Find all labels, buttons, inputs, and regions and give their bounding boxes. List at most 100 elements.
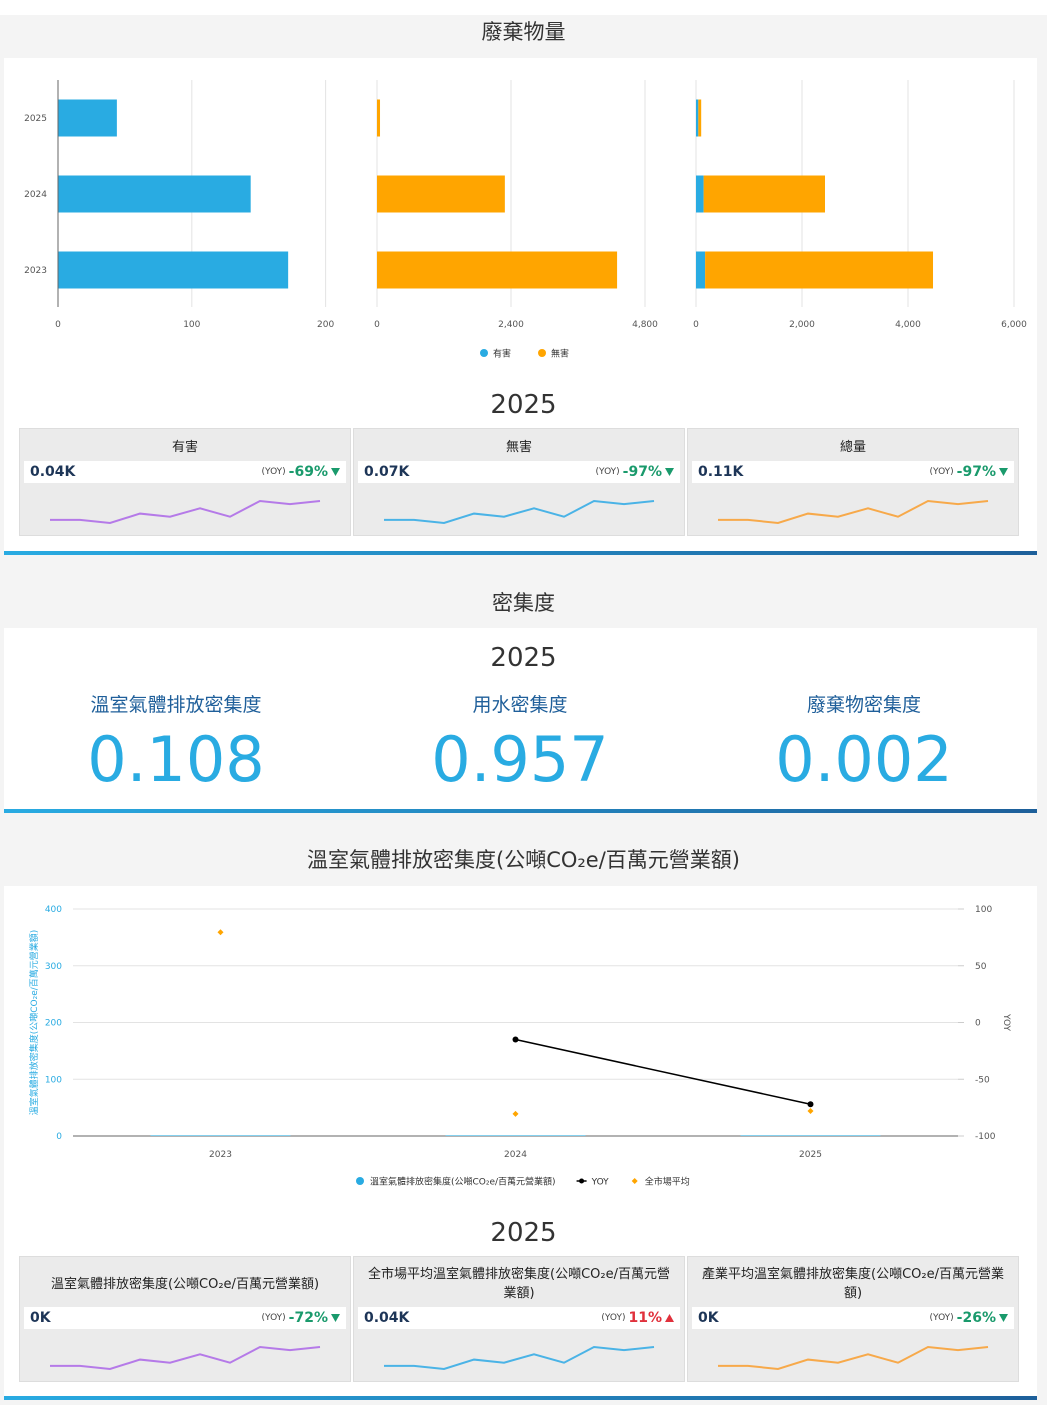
section-title: 廢棄物量 (481, 20, 566, 44)
y-tick-label: 100 (45, 1075, 62, 1085)
x-tick-label: 200 (317, 320, 334, 330)
bar (377, 175, 505, 213)
scatter-point (807, 1108, 814, 1115)
sparkline-line (384, 1345, 655, 1371)
kpi-yoy: (YOY) -97% (596, 464, 674, 480)
bar (58, 99, 117, 137)
x-tick-label: 4,000 (895, 320, 921, 330)
metric-name: 溫室氣體排放密集度 (90, 694, 262, 716)
sparkline (384, 499, 655, 525)
kpi-yoy: (YOY) -69% (262, 464, 340, 480)
kpi-yoy: (YOY) 11% (601, 1310, 674, 1326)
sparkline-line (50, 499, 321, 525)
yoy-label: (YOY) (929, 467, 954, 477)
section-title: 密集度 (492, 591, 555, 615)
kpi-value: 0.11K (698, 464, 744, 480)
x-tick-label: 2,000 (789, 320, 815, 330)
kpi-row: 0.07K (YOY) -97% (358, 461, 680, 483)
y2-tick-label: 100 (975, 905, 992, 915)
y2-tick-label: -100 (975, 1132, 996, 1142)
yoy-arrow (999, 468, 1008, 476)
y2-tick-label: 0 (975, 1019, 981, 1029)
kpi-card: 總量 0.11K (YOY) -97% (687, 428, 1019, 536)
kpi-card: 無害 0.07K (YOY) -97% (353, 428, 685, 536)
metric-name: 廢棄物密集度 (806, 694, 921, 716)
kpi-name: 產業平均溫室氣體排放密集度(公噸CO₂e/百萬元營業額) (702, 1267, 1004, 1301)
bar (740, 1135, 881, 1136)
x-tick-label: 2,400 (498, 320, 524, 330)
bar-segment (703, 175, 826, 213)
kpi-cards: 有害 0.04K (YOY) -69% 無害 0.07K (YOY) -97% 總量 0.11K (… (19, 428, 1019, 536)
arrow-shape (331, 1314, 340, 1322)
y-tick-label: 0 (56, 1132, 62, 1142)
kpi-name: 總量 (839, 439, 866, 455)
yoy-value: -26% (956, 1310, 996, 1326)
year-heading: 2025 (490, 390, 557, 420)
legend-marker (631, 1178, 638, 1184)
year-heading: 2025 (490, 1218, 557, 1248)
yoy-label: (YOY) (261, 467, 286, 477)
bar (58, 175, 251, 213)
top-strip (0, 0, 1047, 15)
sparkline (50, 1345, 321, 1371)
sparkline (50, 499, 321, 525)
bar (58, 251, 289, 289)
metric-value: 0.108 (87, 723, 265, 796)
yoy-arrow (331, 468, 340, 476)
x-tick-label: 4,800 (632, 320, 658, 330)
metric: 廢棄物密集度 0.002 (692, 690, 1036, 796)
x-tick-label: 100 (183, 320, 200, 330)
arrow-shape (665, 468, 674, 476)
divider (4, 1396, 1037, 1400)
metric: 用水密集度 0.957 (348, 690, 692, 796)
legend-label: 溫室氣體排放密集度(公噸CO₂e/百萬元營業額) (370, 1176, 556, 1188)
y-tick-label: 2024 (24, 190, 47, 200)
arrow-shape (665, 1314, 674, 1322)
yoy-label: (YOY) (601, 1313, 626, 1323)
kpi-value: 0K (30, 1310, 51, 1326)
kpi-card: 有害 0.04K (YOY) -69% (19, 428, 351, 536)
metric: 溫室氣體排放密集度 0.108 (4, 690, 348, 796)
x-tick-label: 0 (374, 320, 380, 330)
y-tick-label: 200 (45, 1019, 62, 1029)
yoy-arrow (665, 468, 674, 476)
kpi-row: 0K (YOY) -26% (692, 1307, 1014, 1329)
bar (377, 99, 381, 137)
sparkline-line (384, 499, 655, 525)
legend-label: 有害 (493, 348, 511, 360)
metric-name: 用水密集度 (472, 694, 568, 716)
legend-marker (356, 1177, 364, 1185)
x-tick-label: 6,000 (1001, 320, 1027, 330)
line-point (807, 1101, 814, 1108)
scatter-point (217, 929, 224, 936)
waste-chart: 0 100 200 0 2,400 4,800 0 2,000 4,000 6,000 2025 20… (24, 80, 1027, 360)
y2-tick-label: 50 (975, 962, 987, 972)
kpi-row: 0.04K (YOY) 11% (358, 1307, 680, 1329)
legend-label: YOY (591, 1178, 610, 1188)
arrow-shape (331, 468, 340, 476)
kpi-name: 溫室氣體排放密集度(公噸CO₂e/百萬元營業額) (50, 1276, 320, 1292)
bar (377, 251, 618, 289)
metric-value: 0.957 (431, 723, 609, 796)
legend-marker (480, 349, 488, 357)
sparkline (718, 499, 989, 525)
legend-label: 無害 (551, 348, 569, 360)
kpi-name: 全市場平均溫室氣體排放密集度(公噸CO₂e/百萬元營業額) (368, 1267, 670, 1301)
kpi-name: 有害 (171, 439, 198, 455)
legend-marker (579, 1178, 585, 1184)
kpi-card: 全市場平均溫室氣體排放密集度(公噸CO₂e/百萬元營業額) 0.04K (YOY) 1… (353, 1256, 685, 1382)
legend-label: 全市場平均 (645, 1176, 690, 1188)
kpi-yoy: (YOY) -26% (930, 1310, 1008, 1326)
x-tick-label: 2024 (504, 1150, 527, 1160)
kpi-card: 產業平均溫室氣體排放密集度(公噸CO₂e/百萬元營業額) 0K (YOY) -26% (687, 1256, 1019, 1382)
y-axis-title: 溫室氣體排放密集度(公噸CO₂e/百萬元營業額) (28, 930, 40, 1116)
y2-axis-title: YOY (1001, 1013, 1011, 1032)
line (515, 1038, 811, 1105)
divider (4, 551, 1037, 555)
section-title: 溫室氣體排放密集度(公噸CO₂e/百萬元營業額) (307, 848, 740, 872)
scatter-point (512, 1110, 519, 1117)
sparkline-line (50, 1345, 321, 1371)
kpi-value: 0K (698, 1310, 719, 1326)
kpi-row: 0.04K (YOY) -69% (24, 461, 346, 483)
